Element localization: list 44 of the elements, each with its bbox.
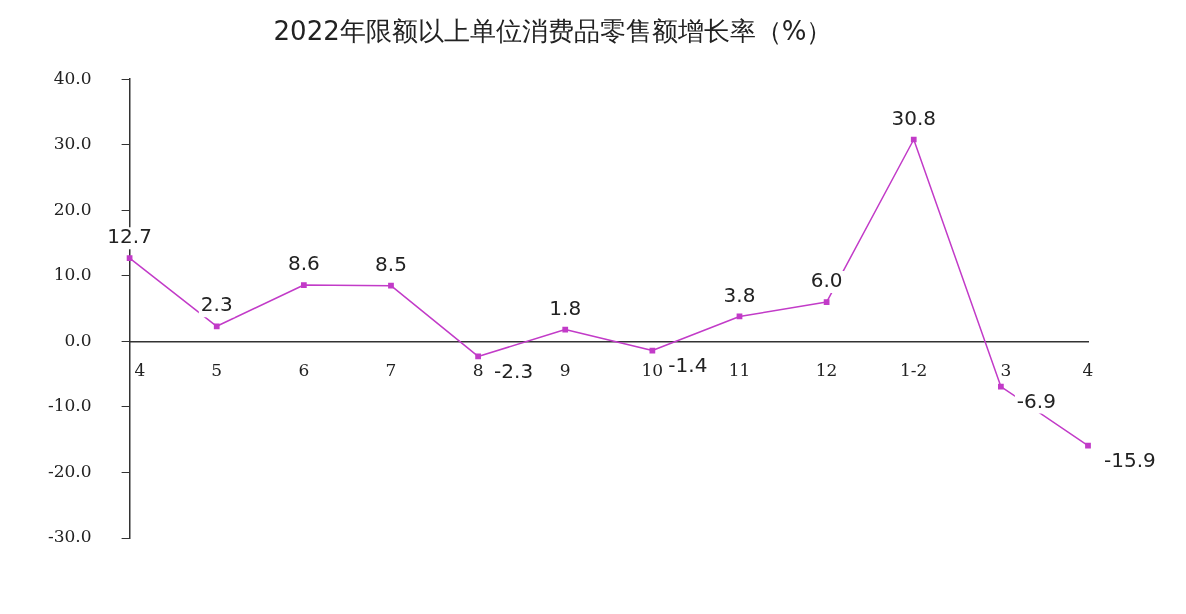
x-tick-label: 9 <box>559 359 571 380</box>
text: 30.8 <box>891 105 937 130</box>
x-tick-label: 12 <box>815 359 838 380</box>
point <box>300 282 307 288</box>
point <box>213 323 220 330</box>
point <box>126 255 133 261</box>
chart-title: 2022年限额以上单位消费品零售额增长率（%） <box>273 16 833 47</box>
x-tick-label: 11 <box>728 359 751 380</box>
point <box>910 136 917 143</box>
text: 8.6 <box>287 251 320 276</box>
point <box>998 383 1004 390</box>
y-tick-label: 30.0 <box>53 133 92 154</box>
point <box>475 353 481 360</box>
point <box>649 347 656 354</box>
x-tick-label: 8 <box>472 359 484 380</box>
point <box>388 282 394 289</box>
x-tick-label: 6 <box>298 359 310 380</box>
y-tick-label: -10.0 <box>47 395 92 416</box>
x-tick-label: 5 <box>211 359 223 380</box>
text: -15.9 <box>1104 447 1156 472</box>
y-tick-label: 10.0 <box>53 264 92 285</box>
x-tick-label: 1-2 <box>900 359 928 380</box>
text: -1.4 <box>668 352 708 377</box>
y-tick-label: 0.0 <box>64 329 92 350</box>
y-tick-label: 40.0 <box>53 67 92 88</box>
text: -2.3 <box>494 358 534 383</box>
text: 8.5 <box>375 251 407 276</box>
y-tick-label: -20.0 <box>47 460 92 481</box>
x-tick-label: 4 <box>134 359 146 380</box>
point <box>1085 442 1091 449</box>
text: 6.0 <box>810 268 843 293</box>
x-tick-label: 4 <box>1082 359 1094 380</box>
text: 1.8 <box>549 295 582 320</box>
point <box>562 326 569 333</box>
point <box>823 299 830 305</box>
text: 12.7 <box>107 224 152 249</box>
x-tick-label: 3 <box>1000 359 1012 380</box>
text: 2.3 <box>200 292 233 317</box>
x-tick-label: 10 <box>641 359 664 380</box>
text: 3.8 <box>723 282 756 307</box>
y-tick-label: -30.0 <box>47 526 92 547</box>
y-tick-label: 20.0 <box>53 198 92 219</box>
text: -6.9 <box>1016 388 1056 413</box>
x-tick-label: 7 <box>385 359 397 380</box>
